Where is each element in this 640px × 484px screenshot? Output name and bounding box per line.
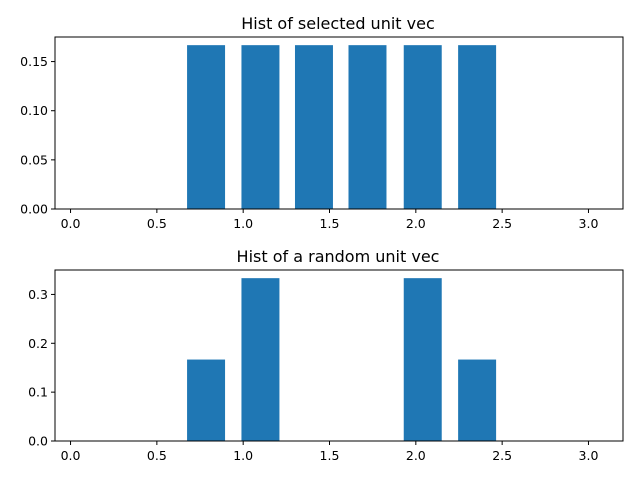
bars — [187, 45, 497, 209]
y-tick-label: 0.0 — [28, 434, 48, 449]
y-tick-label: 0.3 — [28, 287, 48, 302]
bar — [348, 45, 387, 209]
chart-title: Hist of a random unit vec — [237, 247, 440, 266]
x-tick-label: 1.0 — [233, 448, 253, 463]
chart-bottom: Hist of a random unit vec 0.0 0.5 1.0 1.5 2.… — [28, 247, 624, 463]
x-tick-label: 0.0 — [61, 448, 81, 463]
y-axis: 0.00 0.05 0.10 0.15 — [20, 54, 55, 217]
bar — [294, 45, 333, 209]
y-tick-label: 0.10 — [20, 103, 48, 118]
x-axis: 0.0 0.5 1.0 1.5 2.0 2.5 3.0 — [61, 441, 599, 463]
x-tick-label: 2.5 — [492, 216, 512, 231]
x-tick-label: 1.5 — [320, 448, 340, 463]
bar — [403, 45, 442, 209]
y-tick-label: 0.15 — [20, 54, 48, 69]
x-tick-label: 3.0 — [579, 216, 599, 231]
bar — [241, 45, 280, 209]
x-tick-label: 1.5 — [320, 216, 340, 231]
x-tick-label: 0.5 — [147, 448, 167, 463]
chart-top: Hist of selected unit vec 0.0 0.5 1.0 1.5 2.… — [20, 14, 624, 231]
bar — [187, 45, 226, 209]
chart-title: Hist of selected unit vec — [241, 14, 435, 33]
y-axis: 0.0 0.1 0.2 0.3 — [28, 287, 55, 449]
x-tick-label: 3.0 — [579, 448, 599, 463]
bar — [458, 45, 497, 209]
axes-frame — [54, 36, 624, 210]
x-tick-label: 2.0 — [406, 448, 426, 463]
x-axis: 0.0 0.5 1.0 1.5 2.0 2.5 3.0 — [61, 209, 599, 231]
bar — [241, 278, 280, 441]
bars — [187, 278, 497, 441]
y-tick-label: 0.2 — [28, 336, 48, 351]
x-tick-label: 0.5 — [147, 216, 167, 231]
x-tick-label: 0.0 — [61, 216, 81, 231]
y-tick-label: 0.00 — [20, 202, 48, 217]
y-tick-label: 0.05 — [20, 152, 48, 167]
x-tick-label: 2.0 — [406, 216, 426, 231]
bar — [187, 359, 226, 441]
x-tick-label: 2.5 — [492, 448, 512, 463]
x-tick-label: 1.0 — [233, 216, 253, 231]
bar — [458, 359, 497, 441]
axes-frame — [54, 269, 624, 442]
y-tick-label: 0.1 — [28, 385, 48, 400]
bar — [403, 278, 442, 441]
